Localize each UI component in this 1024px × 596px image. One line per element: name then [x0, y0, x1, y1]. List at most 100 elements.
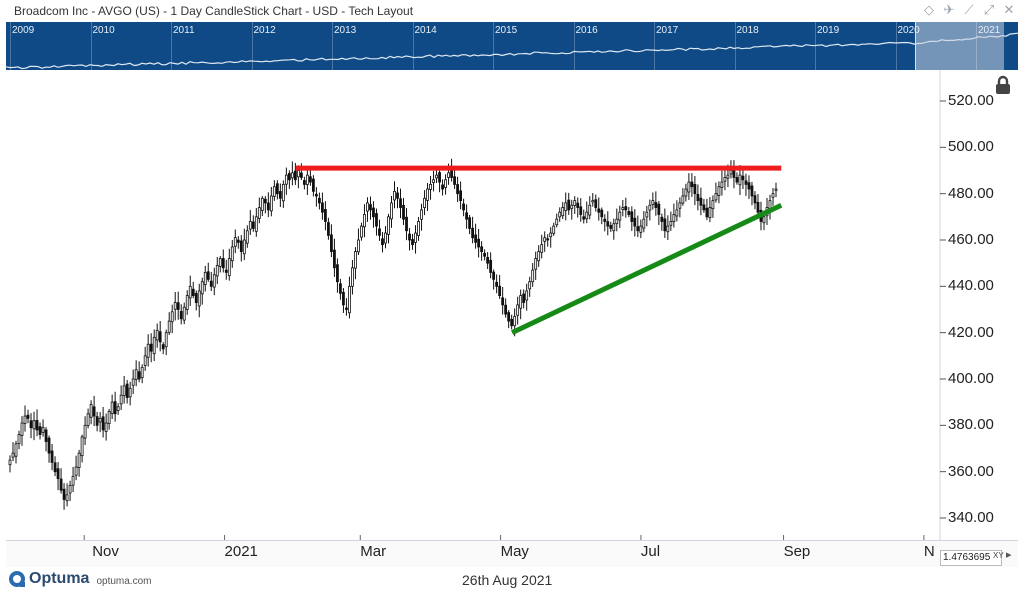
candle — [414, 225, 417, 254]
x-tick-label: Jul — [640, 543, 661, 560]
candle-body — [158, 331, 162, 343]
candlestick-chart[interactable] — [0, 0, 1024, 540]
candle-body — [606, 221, 610, 227]
candle — [14, 440, 18, 464]
candle-body — [513, 316, 517, 327]
candle — [305, 168, 309, 195]
x-tick-label: Nov — [92, 543, 119, 560]
candle-body — [233, 237, 237, 247]
candle — [492, 269, 496, 290]
candle — [684, 183, 688, 202]
candle — [95, 411, 99, 432]
overview-year-tick — [10, 22, 11, 70]
candle — [155, 323, 159, 348]
candle-body — [218, 258, 222, 267]
candle — [327, 217, 330, 240]
candle-body — [29, 420, 33, 429]
candle-body — [687, 181, 691, 193]
candle — [501, 287, 505, 315]
candle-body — [221, 258, 225, 269]
candle — [194, 290, 198, 311]
candle — [143, 346, 147, 371]
pin-icon[interactable]: ✈ — [943, 2, 955, 17]
xy-mode-label[interactable]: XY — [993, 551, 1004, 560]
candle-body — [423, 197, 426, 209]
candle-body — [351, 267, 354, 287]
candle — [483, 249, 487, 261]
candle-body — [278, 191, 282, 199]
candle-body — [248, 221, 252, 230]
candle-body — [185, 295, 189, 310]
candle — [257, 197, 261, 224]
candle — [35, 409, 39, 437]
diamond-icon[interactable]: ◇ — [924, 2, 934, 17]
candle — [248, 210, 252, 235]
candle — [666, 215, 670, 240]
candle-body — [215, 265, 219, 277]
scale-readout[interactable]: 1.4763695 — [940, 550, 1002, 566]
candle-body — [762, 216, 766, 224]
candle — [360, 222, 363, 241]
support-trendline[interactable] — [511, 202, 783, 335]
candle-body — [744, 180, 748, 185]
x-tick-label: 2021 — [224, 543, 258, 560]
candle-body — [702, 204, 706, 211]
candle — [113, 391, 117, 422]
candle — [8, 455, 12, 473]
link-icon[interactable]: ⟋ — [964, 2, 974, 17]
candle — [576, 197, 580, 218]
candle — [137, 361, 141, 383]
candle — [621, 199, 625, 217]
brand-url: optuma.com — [96, 575, 152, 587]
candle — [651, 192, 655, 210]
candle — [116, 403, 120, 415]
candle-body — [342, 291, 345, 306]
candle-body — [384, 232, 387, 244]
candle — [714, 182, 718, 203]
candle — [92, 395, 96, 427]
candle-body — [432, 179, 435, 183]
candle-body — [597, 208, 601, 213]
candle — [753, 191, 757, 210]
candle — [423, 190, 426, 216]
overview-year-label: 2019 — [817, 25, 840, 36]
candle-body — [122, 385, 126, 396]
candle-body — [483, 252, 487, 257]
candle — [74, 455, 78, 481]
candle — [251, 215, 255, 232]
candle-body — [549, 232, 553, 238]
candle — [311, 175, 315, 197]
candle — [456, 176, 459, 203]
overview-navigator[interactable]: 2009 2010 2011 2012 2013 2014 2015 2016 2017 2018… — [6, 22, 1018, 70]
y-tick-label: 460.00 — [948, 231, 994, 248]
candle-body — [32, 420, 36, 430]
candle-body — [363, 214, 366, 228]
overview-selection-window[interactable] — [915, 22, 1004, 70]
candle-body — [131, 378, 135, 386]
candle-body — [143, 355, 147, 366]
candle — [128, 381, 132, 406]
candle-body — [705, 207, 709, 218]
candle-body — [462, 203, 465, 211]
candle-body — [504, 304, 508, 315]
candle-body — [741, 175, 745, 181]
candle — [771, 188, 775, 206]
brand-name: Optuma — [29, 570, 90, 587]
candle — [80, 434, 84, 463]
chevron-right-icon[interactable]: ▸ — [1006, 549, 1012, 561]
candle — [462, 198, 465, 217]
candle — [17, 430, 21, 450]
lock-icon[interactable] — [992, 74, 1014, 96]
candle — [627, 207, 631, 218]
candle-body — [666, 225, 670, 233]
candle — [744, 173, 748, 196]
candle-body — [690, 181, 694, 188]
candle — [107, 408, 111, 430]
candle-body — [281, 183, 285, 202]
candle — [537, 245, 541, 267]
close-icon[interactable]: ✕ — [1003, 2, 1015, 17]
candle-body — [459, 190, 462, 202]
candle-body — [59, 478, 63, 491]
expand-icon[interactable]: ⤢ — [983, 2, 995, 17]
candle — [83, 416, 87, 446]
